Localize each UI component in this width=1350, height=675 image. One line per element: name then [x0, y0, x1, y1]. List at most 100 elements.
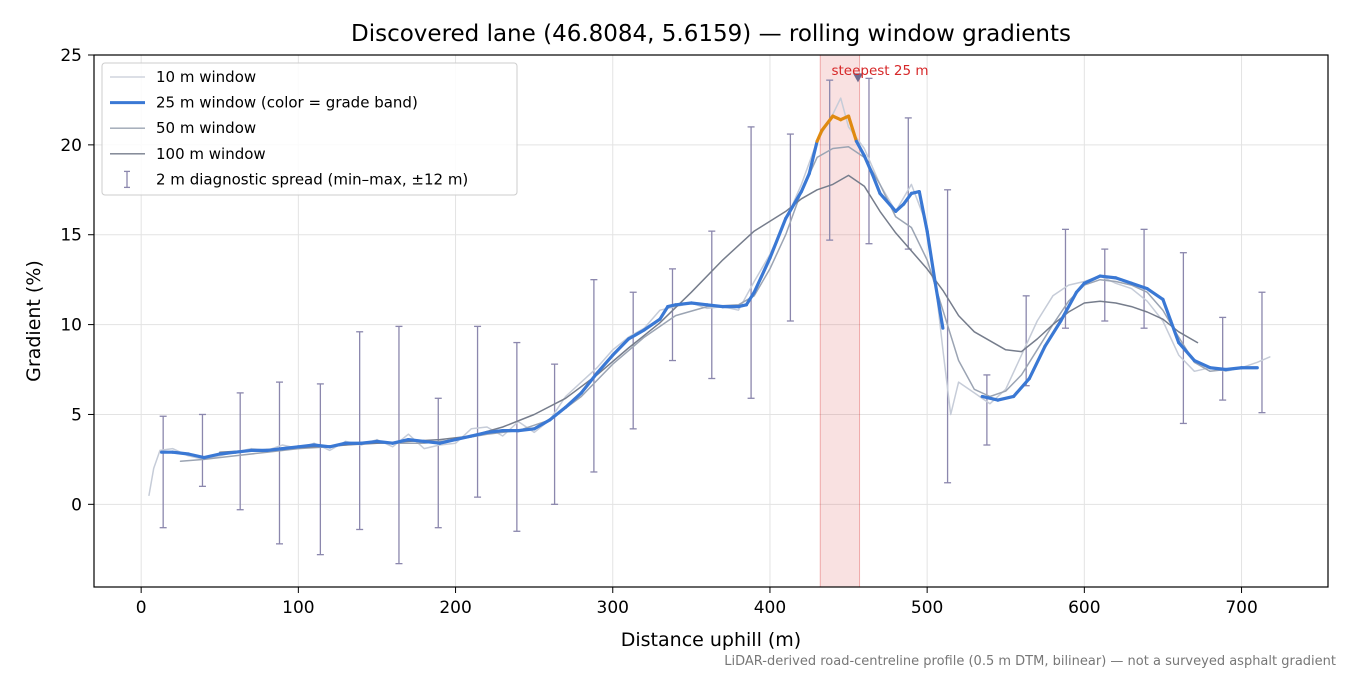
error-bars [159, 77, 1266, 565]
series-segment [218, 450, 238, 456]
error-bar [434, 397, 442, 529]
series-segment [233, 448, 253, 454]
series-segment [422, 439, 442, 445]
series-segment [281, 445, 300, 451]
legend-label: 25 m window (color = grade band) [156, 94, 418, 112]
y-axis-label: Gradient (%) [23, 260, 45, 382]
series-segment [862, 154, 874, 176]
legend-box [101, 62, 518, 196]
y-tick-label: 10 [60, 316, 82, 336]
x-tick-label: 400 [754, 598, 786, 618]
series-segment [1059, 290, 1079, 323]
error-bar [275, 381, 283, 545]
series-segment [925, 229, 937, 284]
y-tick-label: 20 [60, 136, 82, 156]
error-bar [1219, 316, 1227, 401]
error-bar [786, 133, 794, 322]
series-segment [1098, 274, 1118, 280]
x-tick-label: 0 [136, 598, 147, 618]
series-segment [595, 353, 615, 375]
legend-label: 50 m window [156, 119, 256, 137]
series-segment [548, 405, 568, 422]
series-segment [854, 139, 866, 158]
error-bar [983, 374, 991, 446]
series-segment [611, 337, 631, 357]
steepest-label: steepest 25 m [831, 63, 928, 79]
series-segment [1074, 281, 1086, 294]
footnote: LiDAR-derived road-centreline profile (0… [724, 654, 1336, 669]
series-segment [202, 452, 222, 460]
series-segment [1082, 274, 1102, 285]
series-segment [1208, 366, 1228, 372]
series-segment [878, 191, 898, 213]
series-segment [1192, 358, 1212, 370]
series-segment [328, 441, 348, 449]
error-bar [513, 341, 521, 532]
error-bar [826, 79, 834, 241]
series-segment [1043, 319, 1063, 348]
series-line [179, 145, 1259, 462]
series-segment [820, 114, 835, 133]
x-tick-label: 500 [911, 598, 943, 618]
series-segment [312, 443, 332, 449]
error-bar [551, 363, 559, 505]
error-bar [356, 331, 364, 531]
series-segment [186, 452, 206, 460]
legend-item: 10 m window [110, 68, 256, 86]
series-segment [846, 114, 859, 143]
y-tick-label: 25 [60, 46, 82, 66]
x-tick-label: 600 [1068, 598, 1100, 618]
series-segment [438, 438, 458, 445]
x-tick-label: 700 [1225, 598, 1257, 618]
y-tick-label: 5 [71, 405, 82, 425]
y-tick-label: 0 [71, 495, 82, 515]
series-segment [1145, 287, 1165, 302]
steepest-band-rect [819, 54, 861, 588]
series-segment [933, 279, 945, 330]
axis-ticks: 0 100 200 300 400 500 600 700 0 5 10 15 20 25 [60, 46, 1257, 618]
series-segment [894, 202, 906, 213]
series-segment [807, 139, 819, 176]
series-segment [1114, 276, 1134, 285]
y-tick-label: 15 [60, 226, 82, 246]
series-segment [980, 394, 1000, 402]
series-segment [563, 391, 583, 409]
legend-item: 50 m window [110, 119, 256, 137]
series-segment [870, 172, 882, 195]
error-bar [1101, 248, 1109, 322]
x-axis-label: Distance uphill (m) [621, 629, 801, 651]
series-segment [170, 450, 190, 456]
series-segment [1169, 319, 1181, 345]
series-segment [406, 438, 426, 444]
error-bar [747, 126, 755, 399]
series-segment [689, 301, 709, 307]
series-segment [744, 290, 756, 307]
error-bar [316, 383, 324, 556]
series-segment [996, 394, 1016, 402]
series-segment [375, 439, 395, 445]
series-lines [148, 97, 1271, 497]
series-segment [532, 418, 552, 431]
plot-frame [93, 54, 1329, 588]
error-bar [159, 415, 167, 529]
series-segment [1161, 297, 1173, 323]
error-bar [629, 291, 637, 430]
series-segment [1027, 344, 1047, 381]
error-bar [668, 268, 676, 362]
steepest-marker-group: steepest 25 m [831, 63, 929, 83]
series-segment [705, 303, 725, 309]
error-bar [1258, 291, 1266, 414]
series-segment [469, 430, 489, 438]
series-segment [391, 438, 410, 445]
series-segment [516, 427, 536, 433]
series-segment [917, 189, 929, 233]
series-segment [642, 317, 662, 332]
chart-title: Discovered lane (46.8084, 5.6159) — roll… [351, 21, 1071, 47]
legend-label: 10 m window [156, 68, 256, 86]
x-tick-label: 200 [439, 598, 471, 618]
series-segment [752, 256, 772, 294]
x-tick-label: 300 [597, 598, 629, 618]
x-tick-label: 100 [282, 598, 314, 618]
error-bar [944, 189, 952, 484]
